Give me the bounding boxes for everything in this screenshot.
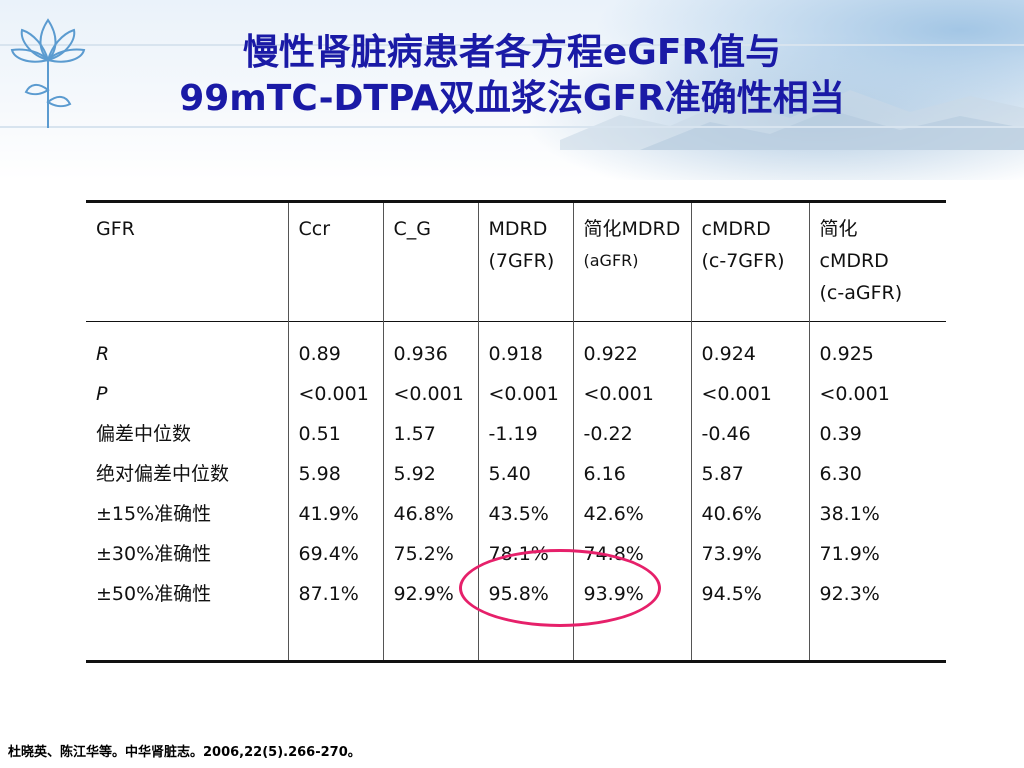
- table-cell: 69.4%: [298, 543, 359, 565]
- column-cg-values: 0.936 <0.001 1.57 5.92 46.8% 75.2% 92.9%: [382, 321, 478, 662]
- table-cell: 1.57: [393, 423, 436, 445]
- table-cell: 0.39: [819, 423, 862, 445]
- citation: 杜晓英、陈江华等。中华肾脏志。2006,22(5).266-270。: [8, 745, 361, 760]
- table-cell: 71.9%: [819, 543, 880, 565]
- table-cell: 0.922: [583, 343, 638, 365]
- table-cell: 0.89: [298, 343, 341, 365]
- header-rule-bottom: [0, 126, 1024, 128]
- table-cell: 87.1%: [298, 583, 359, 605]
- table-cell: 6.16: [583, 463, 626, 485]
- lotus-flower-logo-icon: [10, 18, 86, 128]
- table-cell: 5.92: [393, 463, 436, 485]
- table-cell: 38.1%: [819, 503, 880, 525]
- table-cell: 43.5%: [488, 503, 549, 525]
- row-label-r: R: [96, 343, 110, 365]
- table-cell: <0.001: [701, 383, 772, 405]
- comparison-table-container: GFR Ccr C_G MDRD (7GFR) 简化MDRD (aGFR) cM: [86, 200, 946, 663]
- header-rule-top: [0, 44, 1024, 46]
- header-gfr: GFR: [96, 218, 135, 240]
- table-cell: 0.51: [298, 423, 341, 445]
- egfr-comparison-table: GFR Ccr C_G MDRD (7GFR) 简化MDRD (aGFR) cM: [86, 200, 946, 663]
- table-cell: <0.001: [393, 383, 464, 405]
- row-label-accuracy-50: ±50%准确性: [96, 583, 212, 605]
- table-cell: 75.2%: [393, 543, 454, 565]
- row-label-median-abs-bias: 绝对偏差中位数: [96, 463, 230, 485]
- row-label-accuracy-15: ±15%准确性: [96, 503, 212, 525]
- table-row: R P 偏差中位数 绝对偏差中位数 ±15%准确性 ±30%准确性 ±50%准确…: [86, 321, 946, 662]
- header-simplified-mdrd: 简化MDRD (aGFR): [572, 201, 691, 322]
- table-cell: -1.19: [488, 423, 538, 445]
- slide-title: 慢性肾脏病患者各方程eGFR值与 99mTC-DTPA双血浆法GFR准确性相当: [100, 30, 924, 122]
- table-cell: 0.925: [819, 343, 874, 365]
- mountain-landscape-decoration: [560, 90, 1024, 150]
- table-cell: <0.001: [488, 383, 559, 405]
- table-cell: <0.001: [819, 383, 890, 405]
- table-cell: 40.6%: [701, 503, 762, 525]
- table-cell: -0.46: [701, 423, 751, 445]
- table-cell: 5.87: [701, 463, 744, 485]
- column-simplified-cmdrd-values: 0.925 <0.001 0.39 6.30 38.1% 71.9% 92.3%: [808, 321, 946, 662]
- header-cg: C_G: [382, 201, 478, 322]
- header-background: [0, 0, 1024, 180]
- table-cell: 73.9%: [701, 543, 762, 565]
- table-cell: 5.98: [298, 463, 341, 485]
- header-cmdrd: cMDRD (c-7GFR): [690, 201, 809, 322]
- table-cell: 6.30: [819, 463, 862, 485]
- header-ccr: Ccr: [287, 201, 383, 322]
- table-cell: 5.40: [488, 463, 531, 485]
- table-cell: 41.9%: [298, 503, 359, 525]
- title-line-2: 99mTC-DTPA双血浆法GFR准确性相当: [179, 78, 845, 119]
- table-cell: 0.924: [701, 343, 756, 365]
- title-line-1: 慢性肾脏病患者各方程eGFR值与: [242, 32, 782, 73]
- row-label-accuracy-30: ±30%准确性: [96, 543, 212, 565]
- table-cell: <0.001: [583, 383, 654, 405]
- row-labels-cell: R P 偏差中位数 绝对偏差中位数 ±15%准确性 ±30%准确性 ±50%准确…: [86, 322, 288, 662]
- table-cell: 92.9%: [393, 583, 454, 605]
- table-cell: 42.6%: [583, 503, 644, 525]
- row-label-median-bias: 偏差中位数: [96, 423, 192, 445]
- table-header-row: GFR Ccr C_G MDRD (7GFR) 简化MDRD (aGFR) cM: [86, 201, 946, 322]
- table-cell: -0.22: [583, 423, 633, 445]
- table-cell: 0.936: [393, 343, 448, 365]
- column-cmdrd-values: 0.924 <0.001 -0.46 5.87 40.6% 73.9% 94.5…: [690, 321, 809, 662]
- table-cell: 94.5%: [701, 583, 762, 605]
- table-cell: 92.3%: [819, 583, 880, 605]
- highlight-circle: [459, 549, 661, 627]
- header-mdrd: MDRD (7GFR): [477, 201, 573, 322]
- column-ccr-values: 0.89 <0.001 0.51 5.98 41.9% 69.4% 87.1%: [287, 321, 383, 662]
- header-simplified-cmdrd: 简化 cMDRD (c-aGFR): [808, 201, 946, 322]
- table-cell: 46.8%: [393, 503, 454, 525]
- row-label-p: P: [96, 383, 108, 405]
- table-cell: <0.001: [298, 383, 369, 405]
- table-cell: 0.918: [488, 343, 543, 365]
